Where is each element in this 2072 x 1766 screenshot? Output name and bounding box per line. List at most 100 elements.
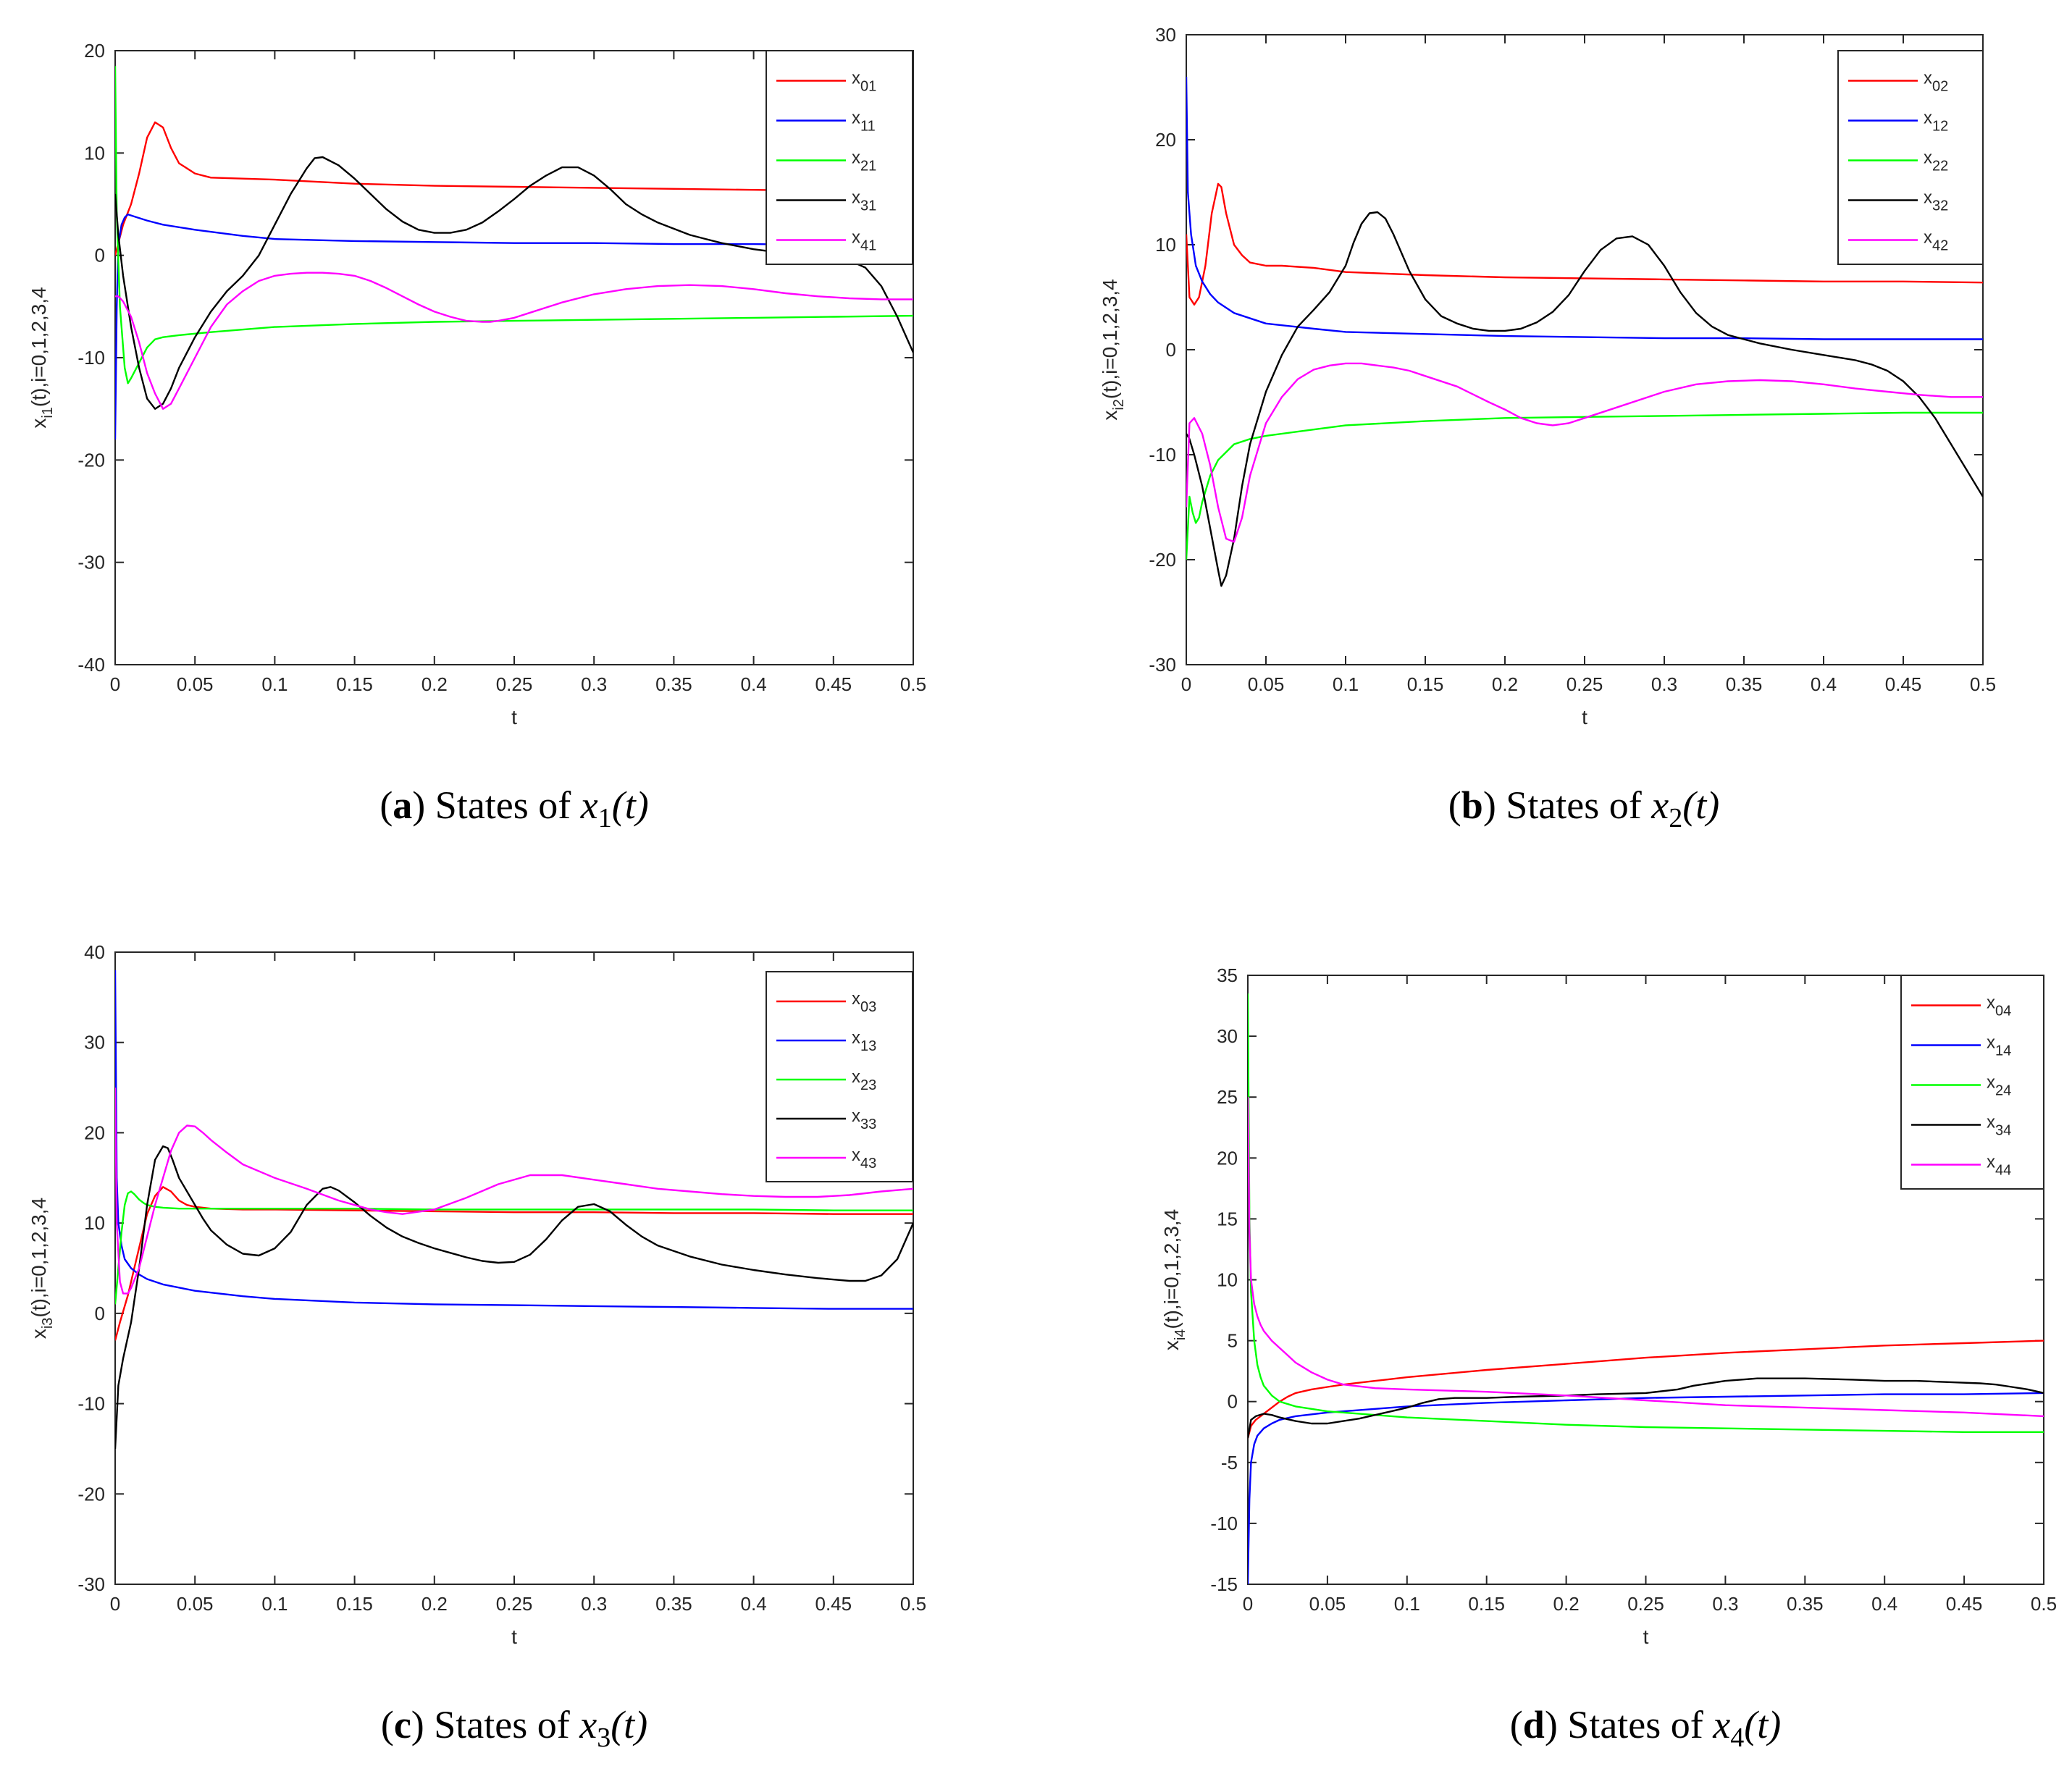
- x-tick-label: 0.05: [177, 1593, 214, 1615]
- legend-label-x21: x21: [852, 148, 876, 175]
- series-line-x33: [115, 1145, 913, 1449]
- x-axis-label: t: [511, 706, 517, 728]
- subfigure-caption: (c) States of x3(t): [381, 1703, 647, 1753]
- x-tick-label: 0.5: [900, 673, 926, 695]
- legend: x04 x14 x24 x34 x44: [1900, 975, 2044, 1190]
- y-tick-label: 30: [84, 1032, 105, 1054]
- legend-box: [766, 50, 913, 265]
- legend-label-x24: x24: [1987, 1073, 2011, 1099]
- y-tick-label: 25: [1217, 1086, 1238, 1108]
- x-tick-label: 0.25: [1627, 1593, 1664, 1615]
- y-tick-label: 0: [95, 245, 105, 266]
- x-tick-label: 0.35: [655, 1593, 692, 1615]
- legend-label-x11: x11: [852, 109, 876, 135]
- y-tick-label: -20: [77, 449, 105, 471]
- series-line-x42: [1186, 362, 1983, 543]
- chart-panel-d: 0 0.05 0.1 0.15 0.2 0.25 0.3 0.35 0.4 0.45 0.5 -15 -…: [1160, 964, 2057, 1753]
- x-tick-label: 0.5: [1970, 673, 1996, 695]
- legend-label-x22: x22: [1924, 148, 1948, 175]
- x-tick-label: 0.25: [496, 1593, 533, 1615]
- x-axis-label: t: [1643, 1626, 1649, 1648]
- y-tick-label: -20: [77, 1483, 105, 1505]
- x-tick-label: 0.35: [1787, 1593, 1824, 1615]
- series-line-x02: [1186, 182, 1983, 306]
- y-tick-label: 20: [84, 40, 105, 62]
- x-tick-label: 0.1: [261, 673, 288, 695]
- y-tick-label: 15: [1217, 1208, 1238, 1229]
- series-line-x44: [1248, 1097, 2044, 1418]
- x-axis-label: t: [1582, 706, 1587, 728]
- y-tick-label: -10: [77, 347, 105, 369]
- series-line-x24: [1248, 993, 2044, 1433]
- x-tick-label: 0.45: [1885, 673, 1922, 695]
- legend-label-x03: x03: [852, 989, 876, 1015]
- x-tick-label: 0: [1243, 1593, 1253, 1615]
- legend-label-x13: x13: [852, 1028, 876, 1054]
- x-tick-label: 0.4: [1811, 673, 1837, 695]
- legend-box: [1900, 975, 2044, 1190]
- chart-panel-b: 0 0.05 0.1 0.15 0.2 0.25 0.3 0.35 0.4 0.45 0.5 -30 -…: [1099, 24, 1996, 833]
- y-tick-label: 10: [84, 1212, 105, 1234]
- series-line-x14: [1248, 1392, 2044, 1584]
- y-tick-label: 20: [1217, 1147, 1238, 1169]
- series-line-x41: [115, 272, 913, 410]
- y-tick-label: 10: [1217, 1269, 1238, 1291]
- series-line-x12: [1186, 76, 1983, 340]
- legend-label-x32: x32: [1924, 188, 1948, 214]
- x-tick-label: 0.2: [1553, 1593, 1580, 1615]
- legend-label-x43: x43: [852, 1145, 876, 1172]
- legend-label-x01: x01: [852, 69, 876, 95]
- chart-panel-c: 0 0.05 0.1 0.15 0.2 0.25 0.3 0.35 0.4 0.45 0.5 -30 -…: [28, 941, 926, 1753]
- y-tick-label: 0: [1228, 1391, 1238, 1413]
- legend-label-x02: x02: [1924, 69, 1948, 95]
- x-tick-label: 0.35: [1726, 673, 1763, 695]
- x-tick-label: 0.25: [1566, 673, 1603, 695]
- x-axis-label: t: [511, 1626, 517, 1648]
- y-tick-label: -5: [1221, 1452, 1238, 1473]
- legend: x03 x13 x23 x33 x43: [766, 971, 913, 1182]
- x-tick-label: 0.45: [1946, 1593, 1983, 1615]
- y-tick-label: 0: [95, 1303, 105, 1324]
- legend-label-x42: x42: [1924, 228, 1948, 254]
- x-tick-label: 0.2: [421, 673, 448, 695]
- x-tick-label: 0.25: [496, 673, 533, 695]
- legend-label-x31: x31: [852, 188, 876, 214]
- x-tick-label: 0.1: [261, 1593, 288, 1615]
- y-tick-label: -10: [77, 1393, 105, 1415]
- x-tick-label: 0: [110, 673, 120, 695]
- x-tick-label: 0.3: [1712, 1593, 1738, 1615]
- y-axis-label: xi4(t),i=0,1,2,3,4: [1160, 1209, 1188, 1350]
- y-axis-label: xi3(t),i=0,1,2,3,4: [28, 1198, 56, 1339]
- x-tick-label: 0.4: [741, 1593, 767, 1615]
- series-line-x31: [115, 156, 913, 410]
- y-tick-label: 20: [84, 1122, 105, 1143]
- y-tick-label: 10: [84, 142, 105, 164]
- legend-label-x41: x41: [852, 228, 876, 254]
- x-tick-label: 0.5: [2031, 1593, 2057, 1615]
- y-tick-label: 10: [1155, 234, 1176, 256]
- x-tick-label: 0: [110, 1593, 120, 1615]
- x-tick-label: 0.3: [1651, 673, 1677, 695]
- legend-label-x33: x33: [852, 1106, 876, 1132]
- y-tick-label: -30: [77, 1573, 105, 1595]
- y-tick-label: -30: [1149, 654, 1176, 676]
- x-tick-label: 0.45: [815, 673, 852, 695]
- x-tick-label: 0.4: [1871, 1593, 1897, 1615]
- series-line-x22: [1186, 411, 1983, 560]
- legend-label-x44: x44: [1987, 1153, 2011, 1179]
- x-tick-label: 0.45: [815, 1593, 852, 1615]
- series-line-x21: [115, 66, 913, 384]
- y-tick-label: -10: [1149, 444, 1176, 466]
- y-tick-label: -40: [77, 654, 105, 676]
- legend-box: [766, 971, 913, 1182]
- x-tick-label: 0.3: [581, 673, 607, 695]
- legend-label-x23: x23: [852, 1067, 876, 1093]
- legend-label-x12: x12: [1924, 109, 1948, 135]
- x-tick-label: 0.05: [1248, 673, 1285, 695]
- x-tick-label: 0.3: [581, 1593, 607, 1615]
- series-line-x32: [1186, 211, 1983, 587]
- y-tick-label: 35: [1217, 964, 1238, 986]
- series-line-x43: [115, 1088, 913, 1295]
- y-tick-label: 30: [1155, 24, 1176, 46]
- y-tick-label: -20: [1149, 549, 1176, 571]
